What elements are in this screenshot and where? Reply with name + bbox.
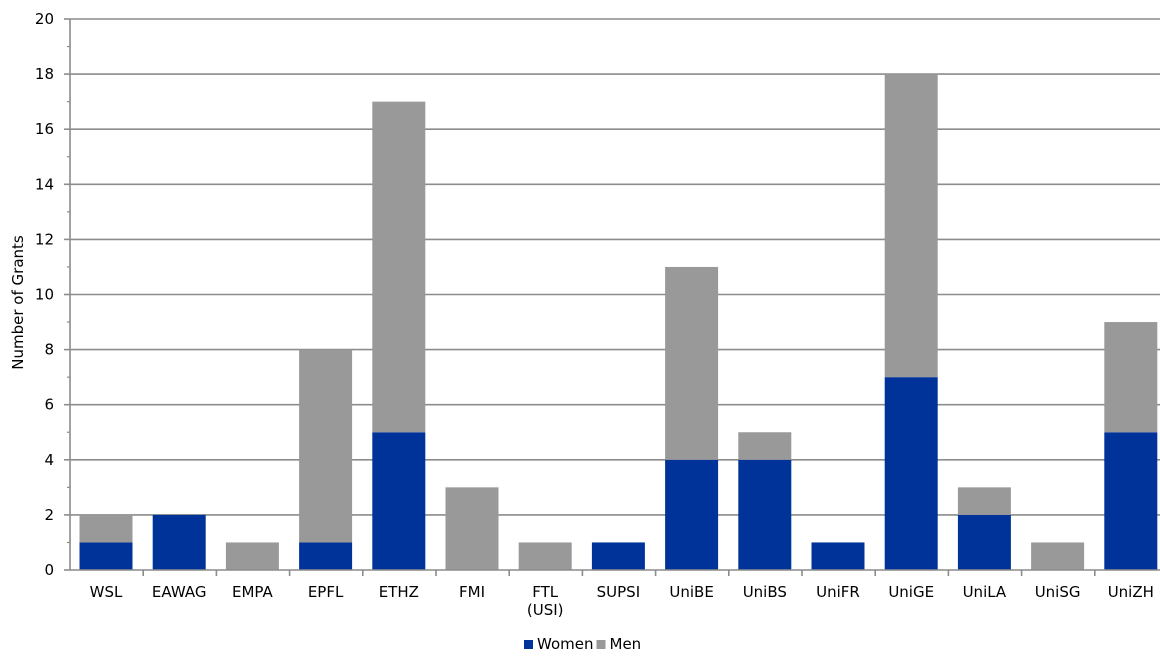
y-tick-label: 0 [44, 561, 54, 579]
legend-swatch-men [596, 640, 606, 649]
bar-men-unizh [1104, 322, 1158, 433]
bars [79, 74, 1158, 570]
legend-label-men: Men [610, 635, 642, 653]
bar-men-unisg [1031, 542, 1085, 570]
bar-men-unila [957, 487, 1011, 515]
bar-men-empa [225, 542, 279, 570]
bar-women-wsl [79, 542, 133, 570]
y-tick-label: 2 [44, 506, 54, 524]
y-tick-label: 18 [35, 65, 54, 83]
bar-women-unizh [1104, 432, 1158, 570]
legend-swatch-women [524, 640, 533, 649]
bar-women-eawag [152, 514, 206, 570]
bar-women-ethz [372, 432, 426, 570]
x-tick-label: EMPA [232, 583, 274, 601]
bar-women-unifr [811, 542, 865, 570]
x-tick-label: UniZH [1108, 583, 1154, 601]
y-tick-label: 10 [35, 286, 54, 304]
bar-men-unibs [738, 432, 792, 460]
x-tick-label: UniGE [888, 583, 934, 601]
x-tick-labels: WSL EAWAG EMPA EPFL ETHZ FMI FTL (USI) SUPSI UniB… [90, 583, 1154, 619]
legend-label-women: Women [537, 635, 593, 653]
bar-men-unige [884, 74, 938, 378]
gridlines [70, 18, 1160, 516]
bar-men-epfl [299, 349, 353, 543]
x-tick-label: EAWAG [152, 583, 207, 601]
bar-women-unila [957, 514, 1011, 570]
axes [64, 18, 1160, 576]
x-tick-label: EPFL [308, 583, 344, 601]
x-tick-label: UniBE [669, 583, 713, 601]
bar-men-ftl-usi [518, 542, 572, 570]
y-tick-label: 14 [35, 175, 54, 193]
x-tick-label: WSL [90, 583, 123, 601]
x-tick-label: SUPSI [597, 583, 641, 601]
x-tick-label: UniBS [743, 583, 787, 601]
x-tick-label: UniSG [1035, 583, 1081, 601]
bar-men-wsl [79, 514, 133, 543]
x-tick-label: FMI [459, 583, 485, 601]
bar-women-epfl [299, 542, 353, 570]
y-tick-label: 6 [44, 396, 54, 414]
legend: Women Men [524, 635, 641, 653]
x-tick-label: UniLA [963, 583, 1007, 601]
bar-women-unige [884, 377, 938, 570]
bar-women-unibe [665, 459, 719, 570]
y-tick-label: 4 [44, 451, 54, 469]
y-axis-title: Number of Grants [9, 235, 27, 370]
y-tick-label: 20 [35, 10, 54, 28]
bar-men-ethz [372, 101, 426, 433]
bar-women-supsi [591, 542, 645, 570]
bar-women-unibs [738, 459, 792, 570]
x-tick-label: ETHZ [379, 583, 419, 601]
bar-men-fmi [445, 487, 499, 570]
x-tick-label: FTL (USI) [527, 583, 564, 619]
y-tick-label: 12 [35, 230, 54, 248]
bar-men-unibe [665, 266, 719, 460]
y-tick-labels: 0 2 4 6 8 10 12 14 16 18 20 [35, 10, 54, 579]
y-tick-label: 16 [35, 120, 54, 138]
x-tick-label: UniFR [816, 583, 860, 601]
y-tick-label: 8 [44, 341, 54, 359]
